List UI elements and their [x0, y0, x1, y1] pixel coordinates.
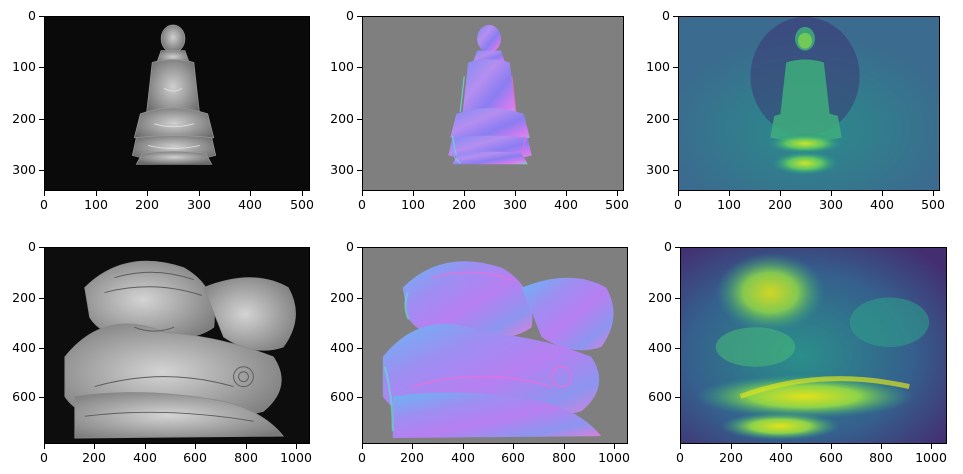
x-tick-label: 400: [554, 197, 578, 212]
y-tick-label: 400: [648, 340, 672, 355]
y-tick-label: 400: [330, 340, 354, 355]
x-tick-label: 500: [290, 197, 314, 212]
x-tick-label: 600: [819, 450, 843, 465]
y-tick-label: 200: [646, 111, 670, 126]
x-tick-label: 600: [501, 450, 525, 465]
x-tick-label: 200: [135, 197, 159, 212]
x-tick-label: 300: [503, 197, 527, 212]
x-tick-label: 400: [133, 450, 157, 465]
y-tick-label: 100: [646, 59, 670, 74]
x-tick-label: 100: [717, 197, 741, 212]
y-tick-label: 600: [648, 389, 672, 404]
y-tick-label: 300: [12, 162, 36, 177]
x-tick-label: 300: [819, 197, 843, 212]
y-tick-label: 100: [12, 59, 36, 74]
image-reading-figure-grayscale: [44, 247, 310, 444]
x-tick-label: 0: [40, 197, 48, 212]
x-tick-label: 800: [869, 450, 893, 465]
x-tick-label: 400: [769, 450, 793, 465]
panel-buddha-normal-map: 0 100 200 300 0 100 200 300 400 500: [318, 0, 638, 237]
y-tick-label: 200: [330, 111, 354, 126]
x-tick-label: 300: [187, 197, 211, 212]
x-tick-label: 200: [82, 450, 106, 465]
y-tick-label: 300: [646, 162, 670, 177]
y-tick-label: 0: [28, 239, 36, 254]
y-tick-label: 600: [330, 389, 354, 404]
y-tick-label: 0: [346, 8, 354, 23]
x-tick-label: 0: [358, 197, 366, 212]
image-buddha-heatmap: [678, 16, 940, 191]
y-tick-label: 200: [12, 111, 36, 126]
x-tick-label: 100: [401, 197, 425, 212]
image-reading-figure-normals: [362, 247, 628, 444]
x-tick-label: 1000: [598, 450, 630, 465]
image-reading-figure-heatmap: [680, 247, 947, 444]
x-tick-label: 600: [183, 450, 207, 465]
panel-buddha-heatmap: 0 100 200 300 0 100 200 300 400 500: [634, 0, 954, 237]
panel-reading-figure-heatmap: 0 200 400 600 0 200 400 600 800 1000: [634, 232, 954, 474]
image-buddha-normals: [362, 16, 624, 191]
x-tick-label: 400: [451, 450, 475, 465]
y-tick-label: 300: [330, 162, 354, 177]
x-tick-label: 500: [921, 197, 945, 212]
x-tick-label: 500: [605, 197, 629, 212]
image-buddha-grayscale: [44, 16, 310, 191]
y-tick-label: 0: [28, 8, 36, 23]
y-tick-label: 100: [330, 59, 354, 74]
y-tick-label: 600: [12, 389, 36, 404]
x-tick-label: 400: [238, 197, 262, 212]
y-tick-label: 0: [346, 239, 354, 254]
panel-buddha-input: 0 100 200 300 0 100 200 300 400 500: [0, 0, 320, 237]
x-tick-label: 0: [674, 197, 682, 212]
y-tick-label: 200: [648, 290, 672, 305]
x-tick-label: 200: [719, 450, 743, 465]
x-tick-label: 800: [552, 450, 576, 465]
y-tick-label: 200: [330, 290, 354, 305]
x-tick-label: 200: [400, 450, 424, 465]
y-tick-label: 200: [12, 290, 36, 305]
x-tick-label: 800: [234, 450, 258, 465]
panel-reading-figure-normal-map: 0 200 400 600 0 200 400 600 800 1000: [318, 232, 638, 474]
panel-reading-figure-input: 0 200 400 600 0 200 400 600 800 1000: [0, 232, 320, 474]
x-tick-label: 0: [40, 450, 48, 465]
x-tick-label: 400: [870, 197, 894, 212]
x-tick-label: 0: [358, 450, 366, 465]
x-tick-label: 1000: [915, 450, 947, 465]
y-tick-label: 400: [12, 340, 36, 355]
x-tick-label: 0: [676, 450, 684, 465]
x-tick-label: 1000: [280, 450, 312, 465]
x-tick-label: 200: [452, 197, 476, 212]
x-tick-label: 100: [84, 197, 108, 212]
y-tick-label: 0: [662, 8, 670, 23]
x-tick-label: 200: [768, 197, 792, 212]
y-tick-label: 0: [664, 239, 672, 254]
